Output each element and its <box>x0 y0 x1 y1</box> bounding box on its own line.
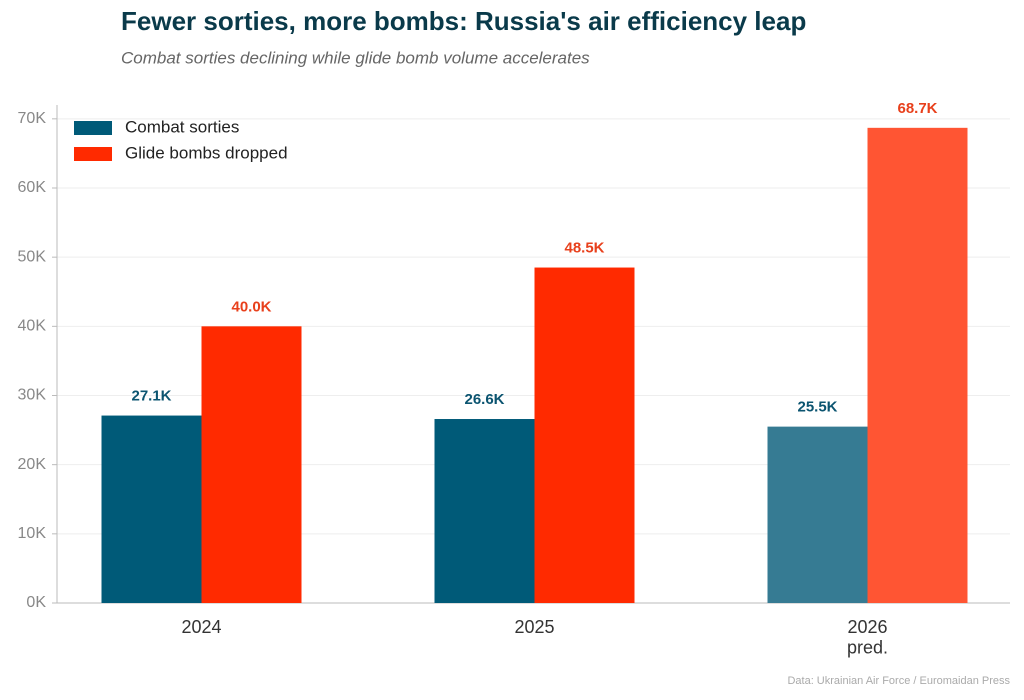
value-label: 25.5K <box>797 399 837 416</box>
bar <box>434 419 535 603</box>
legend-label: Combat sorties <box>125 117 239 136</box>
bar <box>101 415 202 603</box>
legend-label: Glide bombs dropped <box>125 143 288 162</box>
y-tick-label: 70K <box>18 110 47 127</box>
value-label: 27.1K <box>131 388 171 405</box>
x-tick-label: 2025 <box>514 617 554 637</box>
source-note: Data: Ukrainian Air Force / Euromaidan P… <box>787 675 1010 687</box>
legend-swatch <box>74 147 112 161</box>
x-tick-label: 2026 pred. <box>847 617 888 658</box>
value-label: 26.6K <box>464 391 504 408</box>
y-tick-label: 40K <box>18 318 47 335</box>
chart-subtitle: Combat sorties declining while glide bom… <box>121 48 590 67</box>
y-tick-label: 60K <box>18 179 47 196</box>
bar <box>767 426 868 603</box>
y-tick-label: 10K <box>18 525 47 542</box>
bar <box>534 267 635 603</box>
chart-title: Fewer sorties, more bombs: Russia's air … <box>121 6 806 36</box>
bar <box>867 127 968 603</box>
value-label: 40.0K <box>231 298 271 315</box>
legend-swatch <box>74 121 112 135</box>
bar <box>201 326 302 603</box>
y-tick-label: 0K <box>26 594 46 611</box>
value-label: 68.7K <box>897 100 937 117</box>
value-label: 48.5K <box>564 240 604 257</box>
y-tick-label: 30K <box>18 387 47 404</box>
y-tick-label: 20K <box>18 456 47 473</box>
y-tick-label: 50K <box>18 248 47 265</box>
x-tick-label: 2024 <box>181 617 221 637</box>
